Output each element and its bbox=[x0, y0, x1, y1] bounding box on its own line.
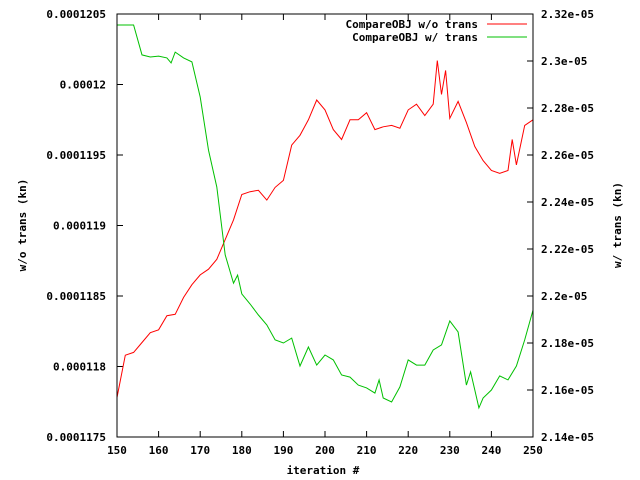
y2-tick-label: 2.24e-05 bbox=[541, 196, 594, 209]
y2-tick-label: 2.28e-05 bbox=[541, 102, 594, 115]
series-line-1 bbox=[117, 24, 534, 410]
y2-tick-label: 2.14e-05 bbox=[541, 431, 594, 444]
y2-tick-label: 2.16e-05 bbox=[541, 384, 594, 397]
legend-label-series-0: CompareOBJ w/o trans bbox=[346, 18, 478, 31]
y2-tick-label: 2.3e-05 bbox=[541, 55, 587, 68]
y-tick-label: 0.00012 bbox=[60, 79, 106, 92]
x-tick-label: 240 bbox=[481, 444, 501, 457]
y-tick-label: 0.0001205 bbox=[46, 8, 106, 21]
x-tick-label: 190 bbox=[273, 444, 293, 457]
series-line-0 bbox=[116, 60, 534, 398]
y2-tick-label: 2.18e-05 bbox=[541, 337, 594, 350]
legend: CompareOBJ w/o trans CompareOBJ w/ trans bbox=[346, 18, 527, 44]
axis-ticks: 150 160 170 180 190 200 210 220 230 240 250 0.00011… bbox=[46, 8, 594, 457]
x-tick-label: 250 bbox=[523, 444, 543, 457]
y-tick-label: 0.000118 bbox=[53, 361, 106, 374]
y2-tick-label: 2.22e-05 bbox=[541, 243, 594, 256]
x-tick-label: 180 bbox=[232, 444, 252, 457]
y-tick-label: 0.0001195 bbox=[46, 149, 106, 162]
y-tick-label: 0.000119 bbox=[53, 220, 106, 233]
y2-tick-label: 2.26e-05 bbox=[541, 149, 594, 162]
x-tick-label: 200 bbox=[315, 444, 335, 457]
x-tick-label: 170 bbox=[190, 444, 210, 457]
x-tick-label: 150 bbox=[107, 444, 127, 457]
plot-frame bbox=[116, 13, 534, 438]
y-tick-label: 0.0001175 bbox=[46, 431, 106, 444]
x-tick-label: 160 bbox=[149, 444, 169, 457]
y-axis-label: w/o trans (kn) bbox=[16, 179, 29, 272]
legend-label-series-1: CompareOBJ w/ trans bbox=[352, 31, 478, 44]
y-tick-label: 0.0001185 bbox=[46, 290, 106, 303]
x-tick-label: 210 bbox=[357, 444, 377, 457]
y2-tick-label: 2.32e-05 bbox=[541, 8, 594, 21]
x-tick-label: 220 bbox=[398, 444, 418, 457]
x-tick-label: 230 bbox=[440, 444, 460, 457]
y2-tick-label: 2.2e-05 bbox=[541, 290, 587, 303]
x-axis-label: iteration # bbox=[287, 464, 360, 477]
y2-axis-label: w/ trans (kn) bbox=[611, 182, 624, 268]
series-lines bbox=[116, 24, 534, 410]
